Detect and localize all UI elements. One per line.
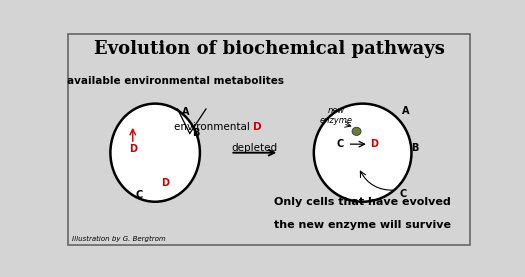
Text: Illustration by G. Bergtrom: Illustration by G. Bergtrom [72, 236, 165, 242]
Text: B: B [411, 143, 418, 153]
Text: available environmental metabolites: available environmental metabolites [67, 76, 284, 86]
Text: C: C [400, 189, 407, 199]
Text: new
enzyme: new enzyme [320, 106, 353, 125]
Text: depleted: depleted [232, 143, 278, 153]
Ellipse shape [110, 104, 200, 202]
Ellipse shape [314, 104, 412, 202]
Text: the new enzyme will survive: the new enzyme will survive [274, 220, 451, 230]
FancyBboxPatch shape [68, 34, 470, 245]
Text: D: D [370, 139, 378, 149]
Text: environmental: environmental [174, 122, 253, 132]
Text: Evolution of biochemical pathways: Evolution of biochemical pathways [93, 40, 445, 58]
Text: A: A [182, 107, 190, 117]
Text: C: C [337, 139, 344, 149]
Text: Only cells that have evolved: Only cells that have evolved [274, 197, 451, 207]
Text: D: D [129, 144, 136, 154]
Text: D: D [161, 178, 169, 188]
Text: D: D [253, 122, 261, 132]
Text: B: B [192, 129, 200, 138]
Text: A: A [402, 106, 409, 116]
Text: C: C [135, 190, 142, 200]
Ellipse shape [352, 127, 361, 135]
